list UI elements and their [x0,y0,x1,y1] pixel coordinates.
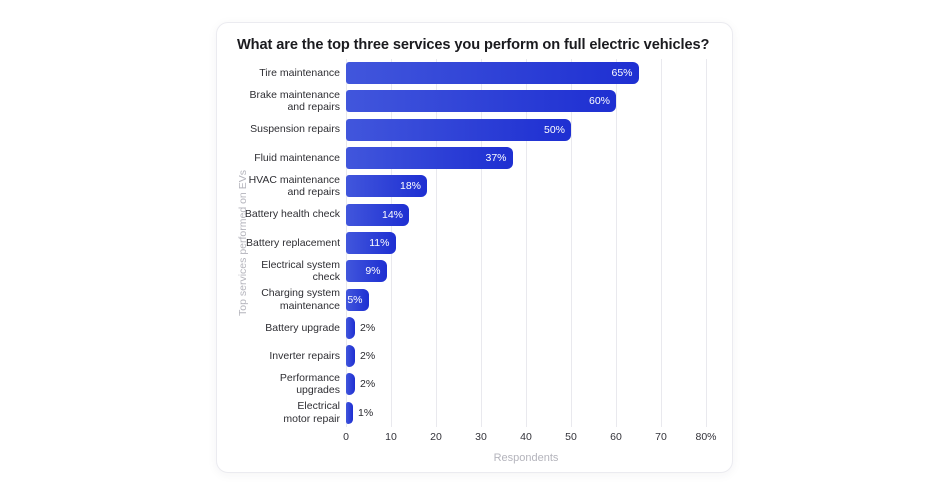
bar: 50% [346,118,571,141]
value-label: 18% [399,180,421,193]
bar-track: 2% [346,345,706,368]
gridline [480,59,482,427]
bar-row: Battery replacement 11% [237,229,706,257]
category-label: Inverter repairs [269,349,340,362]
gridline [615,59,617,427]
bar-track: 65% [346,62,706,85]
bar-track: 2% [346,316,706,339]
x-tick-label: 40 [520,431,532,443]
bar-track: 2% [346,373,706,396]
gridline [660,59,662,427]
category-label: Suspension repairs [250,123,340,136]
value-label: 2% [360,321,376,334]
category-label: Electrical motor repair [283,400,340,425]
bar: 18% [346,175,427,198]
x-tick-label: 0 [343,431,349,443]
bar: 60% [346,90,616,113]
value-label: 60% [588,95,610,108]
bar-track: 14% [346,203,706,226]
bar-row: HVAC maintenance and repairs 18% [237,172,706,200]
x-tick-label: 20 [430,431,442,443]
category-label: Battery replacement [246,236,340,249]
bar-row: Inverter repairs 2% [237,342,706,370]
x-tick-label: 80% [695,431,717,443]
category-label: HVAC maintenance and repairs [248,173,340,199]
bar-row: Electrical system check 9% [237,257,706,285]
x-tick-label: 10 [385,431,397,443]
gridline [435,59,437,427]
bar-row: Charging system maintenance 5% [237,285,706,313]
value-label: 2% [360,378,376,391]
bar-rows: Tire maintenance 65% Brake maintenance and… [237,59,706,427]
bar-row: Tire maintenance 65% [237,59,706,87]
value-label: 2% [360,350,376,363]
category-label: Performance upgrades [279,371,340,397]
gridline [570,59,572,427]
value-label: 11% [369,236,390,249]
bar-row: Performance upgrades 2% [237,370,706,398]
bar-track: 37% [346,147,706,170]
gridline [705,59,707,427]
bar-row: Battery upgrade 2% [237,314,706,342]
bar: 37% [346,147,513,170]
x-axis-title: Respondents [493,452,559,464]
bar-row: Fluid maintenance 37% [237,144,706,172]
bar-track: 11% [346,231,706,254]
category-label: Electrical system check [261,258,340,284]
bar-track: 1% [346,401,706,424]
bar-row: Electrical motor repair 1% [237,399,706,427]
category-label: Fluid maintenance [254,151,340,164]
bar: 65% [346,62,639,85]
bar-row: Suspension repairs 50% [237,116,706,144]
value-label: 37% [485,152,507,165]
chart-title: What are the top three services you perf… [237,37,710,53]
bar-track: 9% [346,260,706,283]
value-label: 14% [381,208,403,221]
bar [346,373,355,396]
bar: 11% [346,231,396,254]
bar: 14% [346,203,409,226]
bar: 5% [346,288,369,311]
category-label: Brake maintenance and repairs [249,88,340,114]
x-tick-label: 30 [475,431,487,443]
category-label: Charging system maintenance [261,287,340,312]
category-label: Tire maintenance [259,66,340,79]
y-axis-title: Top services performed on EVs [237,170,249,316]
bar-row: Brake maintenance and repairs 60% [237,87,706,115]
bar-track: 18% [346,175,706,198]
bar [346,316,355,339]
category-label: Battery upgrade [265,321,340,334]
x-tick-label: 70 [655,431,667,443]
value-label: 65% [611,67,633,80]
bar: 9% [346,260,387,283]
x-tick-label: 60 [610,431,622,443]
x-tick-label: 50 [565,431,577,443]
category-label: Battery health check [244,208,340,221]
bar-row: Battery health check 14% [237,200,706,228]
value-label: 1% [358,406,374,419]
value-label: 5% [347,293,363,306]
bar [346,401,353,424]
bar-track: 5% [346,288,706,311]
chart-card: What are the top three services you perf… [216,22,733,473]
gridline [525,59,527,427]
value-label: 50% [543,123,565,136]
bar [346,345,355,368]
bar-track: 50% [346,118,706,141]
bar-track: 60% [346,90,706,113]
value-label: 9% [365,265,381,278]
x-axis-ticks: 0 10 20 30 40 50 60 70 80% [343,431,716,445]
